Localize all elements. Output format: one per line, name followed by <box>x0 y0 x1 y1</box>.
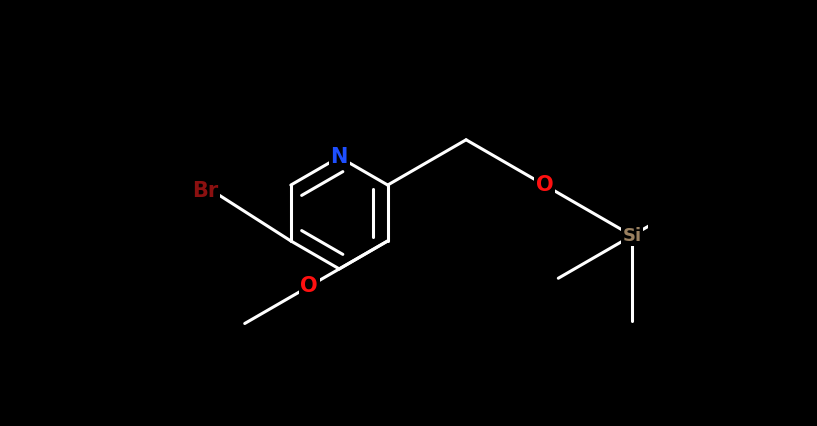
Text: O: O <box>536 175 553 195</box>
Text: Si: Si <box>623 227 641 245</box>
Text: N: N <box>331 147 348 167</box>
Text: O: O <box>301 276 318 296</box>
Text: Br: Br <box>192 181 218 201</box>
